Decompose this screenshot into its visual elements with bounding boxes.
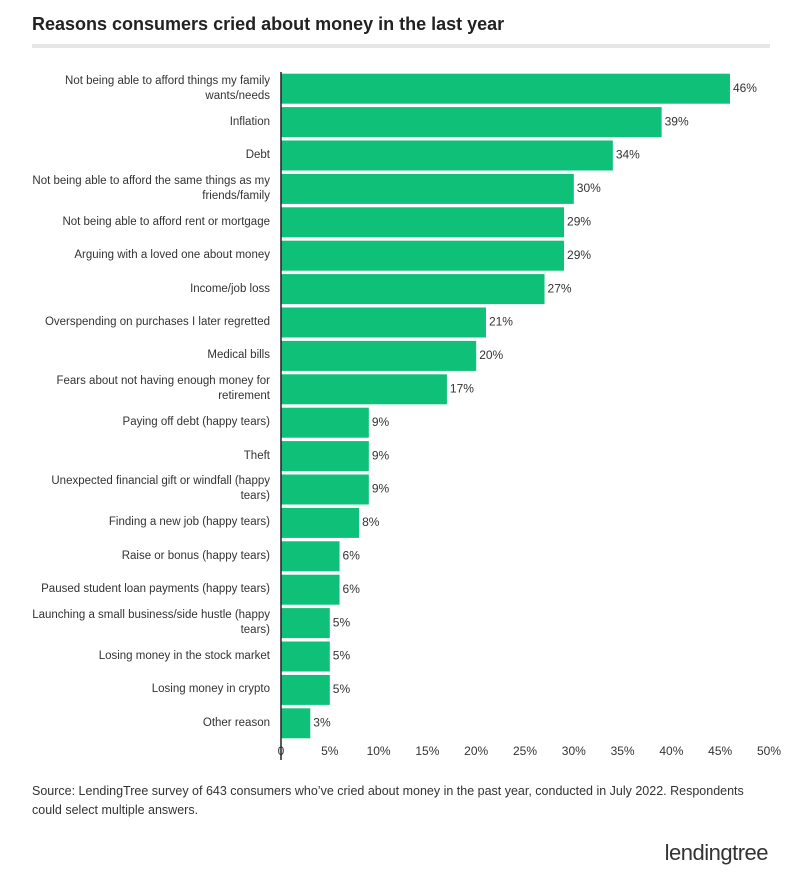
value-label: 30% <box>577 181 601 195</box>
category-label: Theft <box>243 449 270 462</box>
category-label: Inflation <box>229 115 270 128</box>
bar <box>281 708 311 739</box>
value-label: 6% <box>343 582 361 596</box>
bar <box>281 608 330 639</box>
category-label: Debt <box>245 148 270 161</box>
category-label: Paused student loan payments (happy tear… <box>41 583 270 596</box>
x-tick-label: 50% <box>757 744 781 758</box>
category-label: Overspending on purchases I later regret… <box>44 315 270 328</box>
category-label: Finding a new job (happy tears) <box>108 516 270 529</box>
category-label: Other reason <box>202 716 270 729</box>
bar <box>281 274 545 305</box>
source-note: Source: LendingTree survey of 643 consum… <box>32 784 744 817</box>
value-label: 46% <box>733 81 757 95</box>
category-label: Not being able to afford the same things… <box>32 174 270 202</box>
title-rule <box>32 44 770 48</box>
x-tick-label: 15% <box>415 744 439 758</box>
value-label: 3% <box>313 715 331 729</box>
value-label: 5% <box>333 615 351 629</box>
category-label: Not being able to afford things my famil… <box>65 74 270 102</box>
value-label: 29% <box>567 248 591 262</box>
value-label: 27% <box>548 281 572 295</box>
category-label: Arguing with a loved one about money <box>74 249 270 262</box>
x-tick-label: 45% <box>708 744 732 758</box>
bar <box>281 474 369 505</box>
value-label: 5% <box>333 682 351 696</box>
bar <box>281 240 565 271</box>
bar <box>281 107 662 138</box>
value-label: 39% <box>665 114 689 128</box>
category-label: Fears about not having enough money for … <box>56 375 270 403</box>
x-tick-label: 5% <box>321 744 339 758</box>
category-label: Not being able to afford rent or mortgag… <box>62 215 270 228</box>
x-tick-label: 10% <box>367 744 391 758</box>
bar <box>281 73 730 104</box>
value-label: 21% <box>489 315 513 329</box>
bar <box>281 407 369 438</box>
bar <box>281 641 330 672</box>
x-tick-label: 30% <box>562 744 586 758</box>
value-label: 17% <box>450 381 474 395</box>
category-label: Unexpected financial gift or windfall (h… <box>51 475 270 503</box>
category-label: Paying off debt (happy tears) <box>122 416 270 429</box>
value-label: 5% <box>333 649 351 663</box>
bar <box>281 441 369 472</box>
x-tick-label: 35% <box>611 744 635 758</box>
bar <box>281 307 486 338</box>
category-label: Income/job loss <box>190 282 270 295</box>
value-label: 9% <box>372 415 390 429</box>
bar <box>281 140 613 171</box>
bar <box>281 541 340 572</box>
x-tick-label: 20% <box>464 744 488 758</box>
x-tick-label: 25% <box>513 744 537 758</box>
bar <box>281 574 340 605</box>
value-label: 9% <box>372 448 390 462</box>
category-label: Medical bills <box>207 349 270 362</box>
value-label: 29% <box>567 214 591 228</box>
chart-title: Reasons consumers cried about money in t… <box>32 14 505 34</box>
category-label: Losing money in the stock market <box>98 649 270 662</box>
x-tick-label: 40% <box>659 744 683 758</box>
category-label: Launching a small business/side hustle (… <box>32 609 270 637</box>
value-label: 9% <box>372 482 390 496</box>
value-label: 8% <box>362 515 380 529</box>
value-label: 34% <box>616 148 640 162</box>
logo: lendingtree <box>664 840 769 865</box>
bar <box>281 374 447 405</box>
value-label: 6% <box>343 548 361 562</box>
bar <box>281 340 477 371</box>
category-label: Losing money in crypto <box>151 683 270 696</box>
value-label: 20% <box>479 348 503 362</box>
bar <box>281 207 565 238</box>
bar <box>281 507 360 538</box>
bar <box>281 173 574 204</box>
category-label: Raise or bonus (happy tears) <box>121 549 270 562</box>
bar <box>281 674 330 705</box>
